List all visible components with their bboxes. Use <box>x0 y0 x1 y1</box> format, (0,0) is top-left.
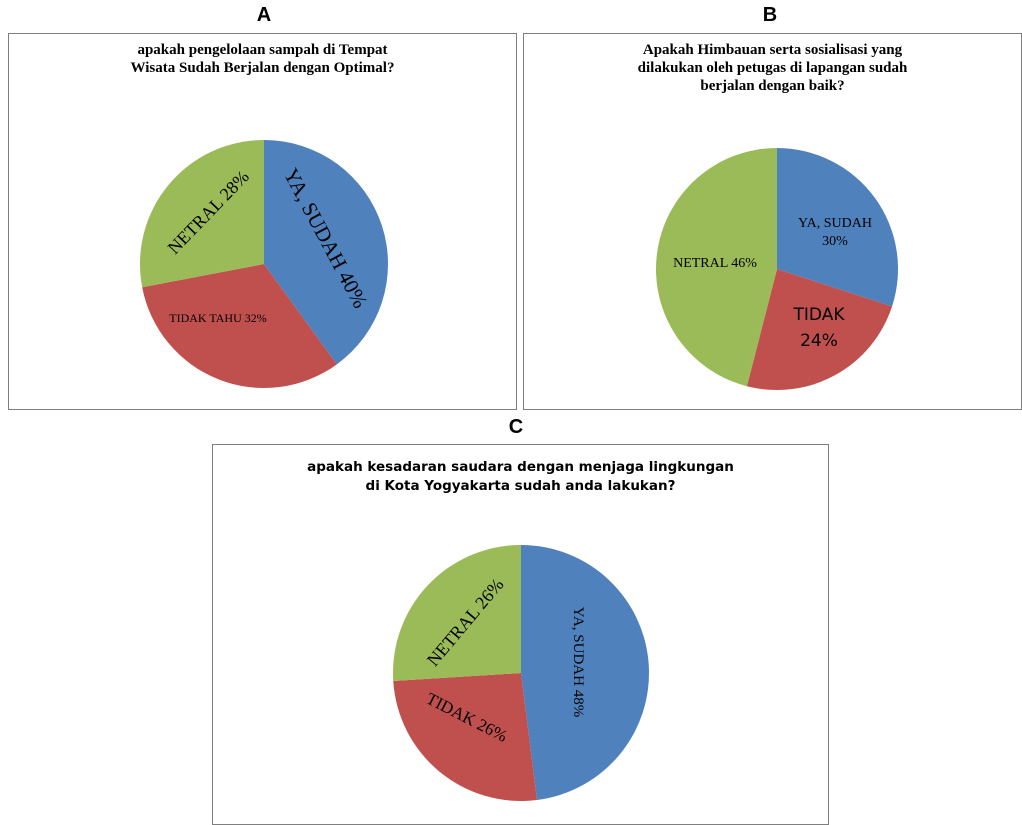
chart-a-slice-0 <box>264 140 388 365</box>
chart-b-title: Apakah Himbauan serta sosialisasi yang d… <box>637 42 908 94</box>
chart-b-slice-1 <box>746 269 893 390</box>
chart-c-slice-1 <box>393 673 538 801</box>
chart-c-title: apakah kesadaran saudara dengan menjaga … <box>307 459 734 494</box>
chart-a-slice-1 <box>142 264 337 389</box>
panel-letter-c: C <box>508 416 524 438</box>
chart-a-title: apakah pengelolaan sampah di Tempat Wisa… <box>130 42 395 76</box>
panel-letter-b: B <box>762 4 778 26</box>
chart-c-slice-2 <box>393 545 521 682</box>
chart-b-slice-2 <box>656 148 777 387</box>
panel-letter-a: A <box>256 4 272 26</box>
chart-b-slice-0 <box>777 148 898 307</box>
chart-b-label-0: YA, SUDAH 30% <box>798 216 872 249</box>
chart-c-slice-0 <box>521 545 649 800</box>
chart-c-label-0: YA, SUDAH 48% <box>570 607 586 717</box>
chart-b-label-1: TIDAK 24% <box>793 305 846 351</box>
chart-a-slice-2 <box>140 140 264 288</box>
chart-b-label-2: NETRAL 46% <box>673 256 757 271</box>
chart-a-label-1: TIDAK TAHU 32% <box>169 311 266 325</box>
